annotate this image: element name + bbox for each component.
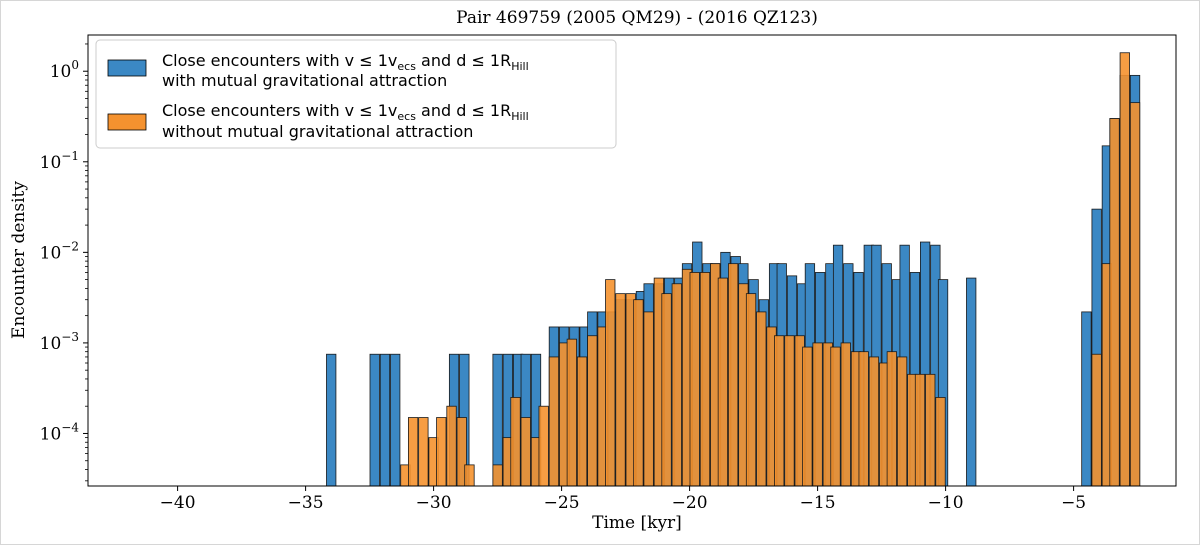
bar-no-mutual <box>689 272 700 487</box>
bar-no-mutual <box>1109 118 1120 487</box>
bar-no-mutual <box>418 417 429 487</box>
chart-title: Pair 469759 (2005 QM29) - (2016 QZ123) <box>456 8 818 28</box>
bar-no-mutual <box>436 417 447 487</box>
bar-no-mutual <box>868 356 880 487</box>
bar-no-mutual <box>576 356 588 487</box>
legend-entry-no-mutual-line2: without mutual gravitational attraction <box>162 122 473 141</box>
y-tick-label: 10−2 <box>40 239 79 263</box>
bar-no-mutual <box>587 335 598 487</box>
bar-no-mutual <box>510 397 521 487</box>
bar-no-mutual <box>1119 52 1130 487</box>
bar-no-mutual <box>661 293 672 487</box>
x-tick-label: −35 <box>288 493 324 513</box>
bar-no-mutual <box>633 299 644 487</box>
y-axis-label: Encounter density <box>9 181 29 339</box>
bar-no-mutual <box>896 356 908 487</box>
bar-no-mutual <box>1129 102 1141 487</box>
x-tick-label: −25 <box>544 493 580 513</box>
y-tick-label: 100 <box>50 58 79 82</box>
bar-no-mutual <box>935 397 946 487</box>
legend-swatch-mutual <box>107 59 147 77</box>
bar-mutual <box>326 353 337 487</box>
bar-no-mutual <box>784 335 795 487</box>
x-tick-label: −5 <box>1061 493 1086 513</box>
bar-no-mutual <box>566 338 577 487</box>
bar-no-mutual <box>615 293 626 487</box>
bar-mutual <box>379 353 391 487</box>
bar-no-mutual <box>858 351 869 487</box>
bar-no-mutual <box>605 279 616 487</box>
bar-no-mutual <box>830 346 841 487</box>
bar-no-mutual <box>407 417 419 487</box>
x-tick-label: −20 <box>672 493 708 513</box>
bar-no-mutual <box>717 277 729 487</box>
bar-mutual <box>966 277 977 487</box>
bar-no-mutual <box>925 373 936 487</box>
bar-no-mutual <box>756 311 767 487</box>
legend-entry-mutual-line1: Close encounters with v ≤ 1vecs and d ≤ … <box>162 51 529 73</box>
bar-no-mutual <box>464 464 475 487</box>
bar-no-mutual <box>728 263 739 487</box>
y-axis-ticks: 10−4 10−3 10−2 10−1 100 <box>40 43 88 482</box>
bar-no-mutual <box>1091 353 1102 487</box>
bar-no-mutual <box>812 342 823 487</box>
bar-no-mutual <box>538 405 549 487</box>
x-tick-label: −30 <box>416 493 452 513</box>
x-axis-ticks: −40 −35 −30 −25 −20 −15 −10 −5 <box>160 486 1086 513</box>
plot-border <box>87 34 1177 487</box>
bar-no-mutual <box>745 293 757 487</box>
bar-no-mutual <box>492 464 503 487</box>
bar-mutual <box>1081 311 1092 487</box>
legend-entry-mutual-line2: with mutual gravitational attraction <box>162 71 447 90</box>
bar-no-mutual <box>840 342 851 487</box>
bar-no-mutual <box>699 272 711 487</box>
series-no-mutual-bars <box>400 52 1141 487</box>
bar-no-mutual <box>914 373 926 487</box>
legend-entry-no-mutual-line1: Close encounters with v ≤ 1vecs and d ≤ … <box>162 101 529 123</box>
legend: Close encounters with v ≤ 1vecs and d ≤ … <box>95 39 617 149</box>
x-tick-label: −15 <box>800 493 836 513</box>
bar-no-mutual <box>802 346 813 487</box>
y-tick-label: 10−3 <box>40 330 79 354</box>
bar-no-mutual <box>671 283 682 487</box>
legend-swatch-no-mutual <box>107 113 147 131</box>
bar-no-mutual <box>548 356 560 487</box>
x-tick-label: −10 <box>928 493 964 513</box>
x-tick-label: −40 <box>160 493 196 513</box>
bar-no-mutual <box>520 417 531 487</box>
legend-box <box>95 39 617 149</box>
bar-mutual <box>390 353 401 487</box>
bar-no-mutual <box>886 351 897 487</box>
bar-no-mutual <box>774 335 785 487</box>
y-tick-label: 10−1 <box>40 149 79 173</box>
y-tick-label: 10−4 <box>40 420 80 444</box>
bar-mutual <box>369 353 380 487</box>
bar-no-mutual <box>643 311 654 487</box>
bar-no-mutual <box>446 405 457 487</box>
x-axis-label: Time [kyr] <box>592 513 682 533</box>
